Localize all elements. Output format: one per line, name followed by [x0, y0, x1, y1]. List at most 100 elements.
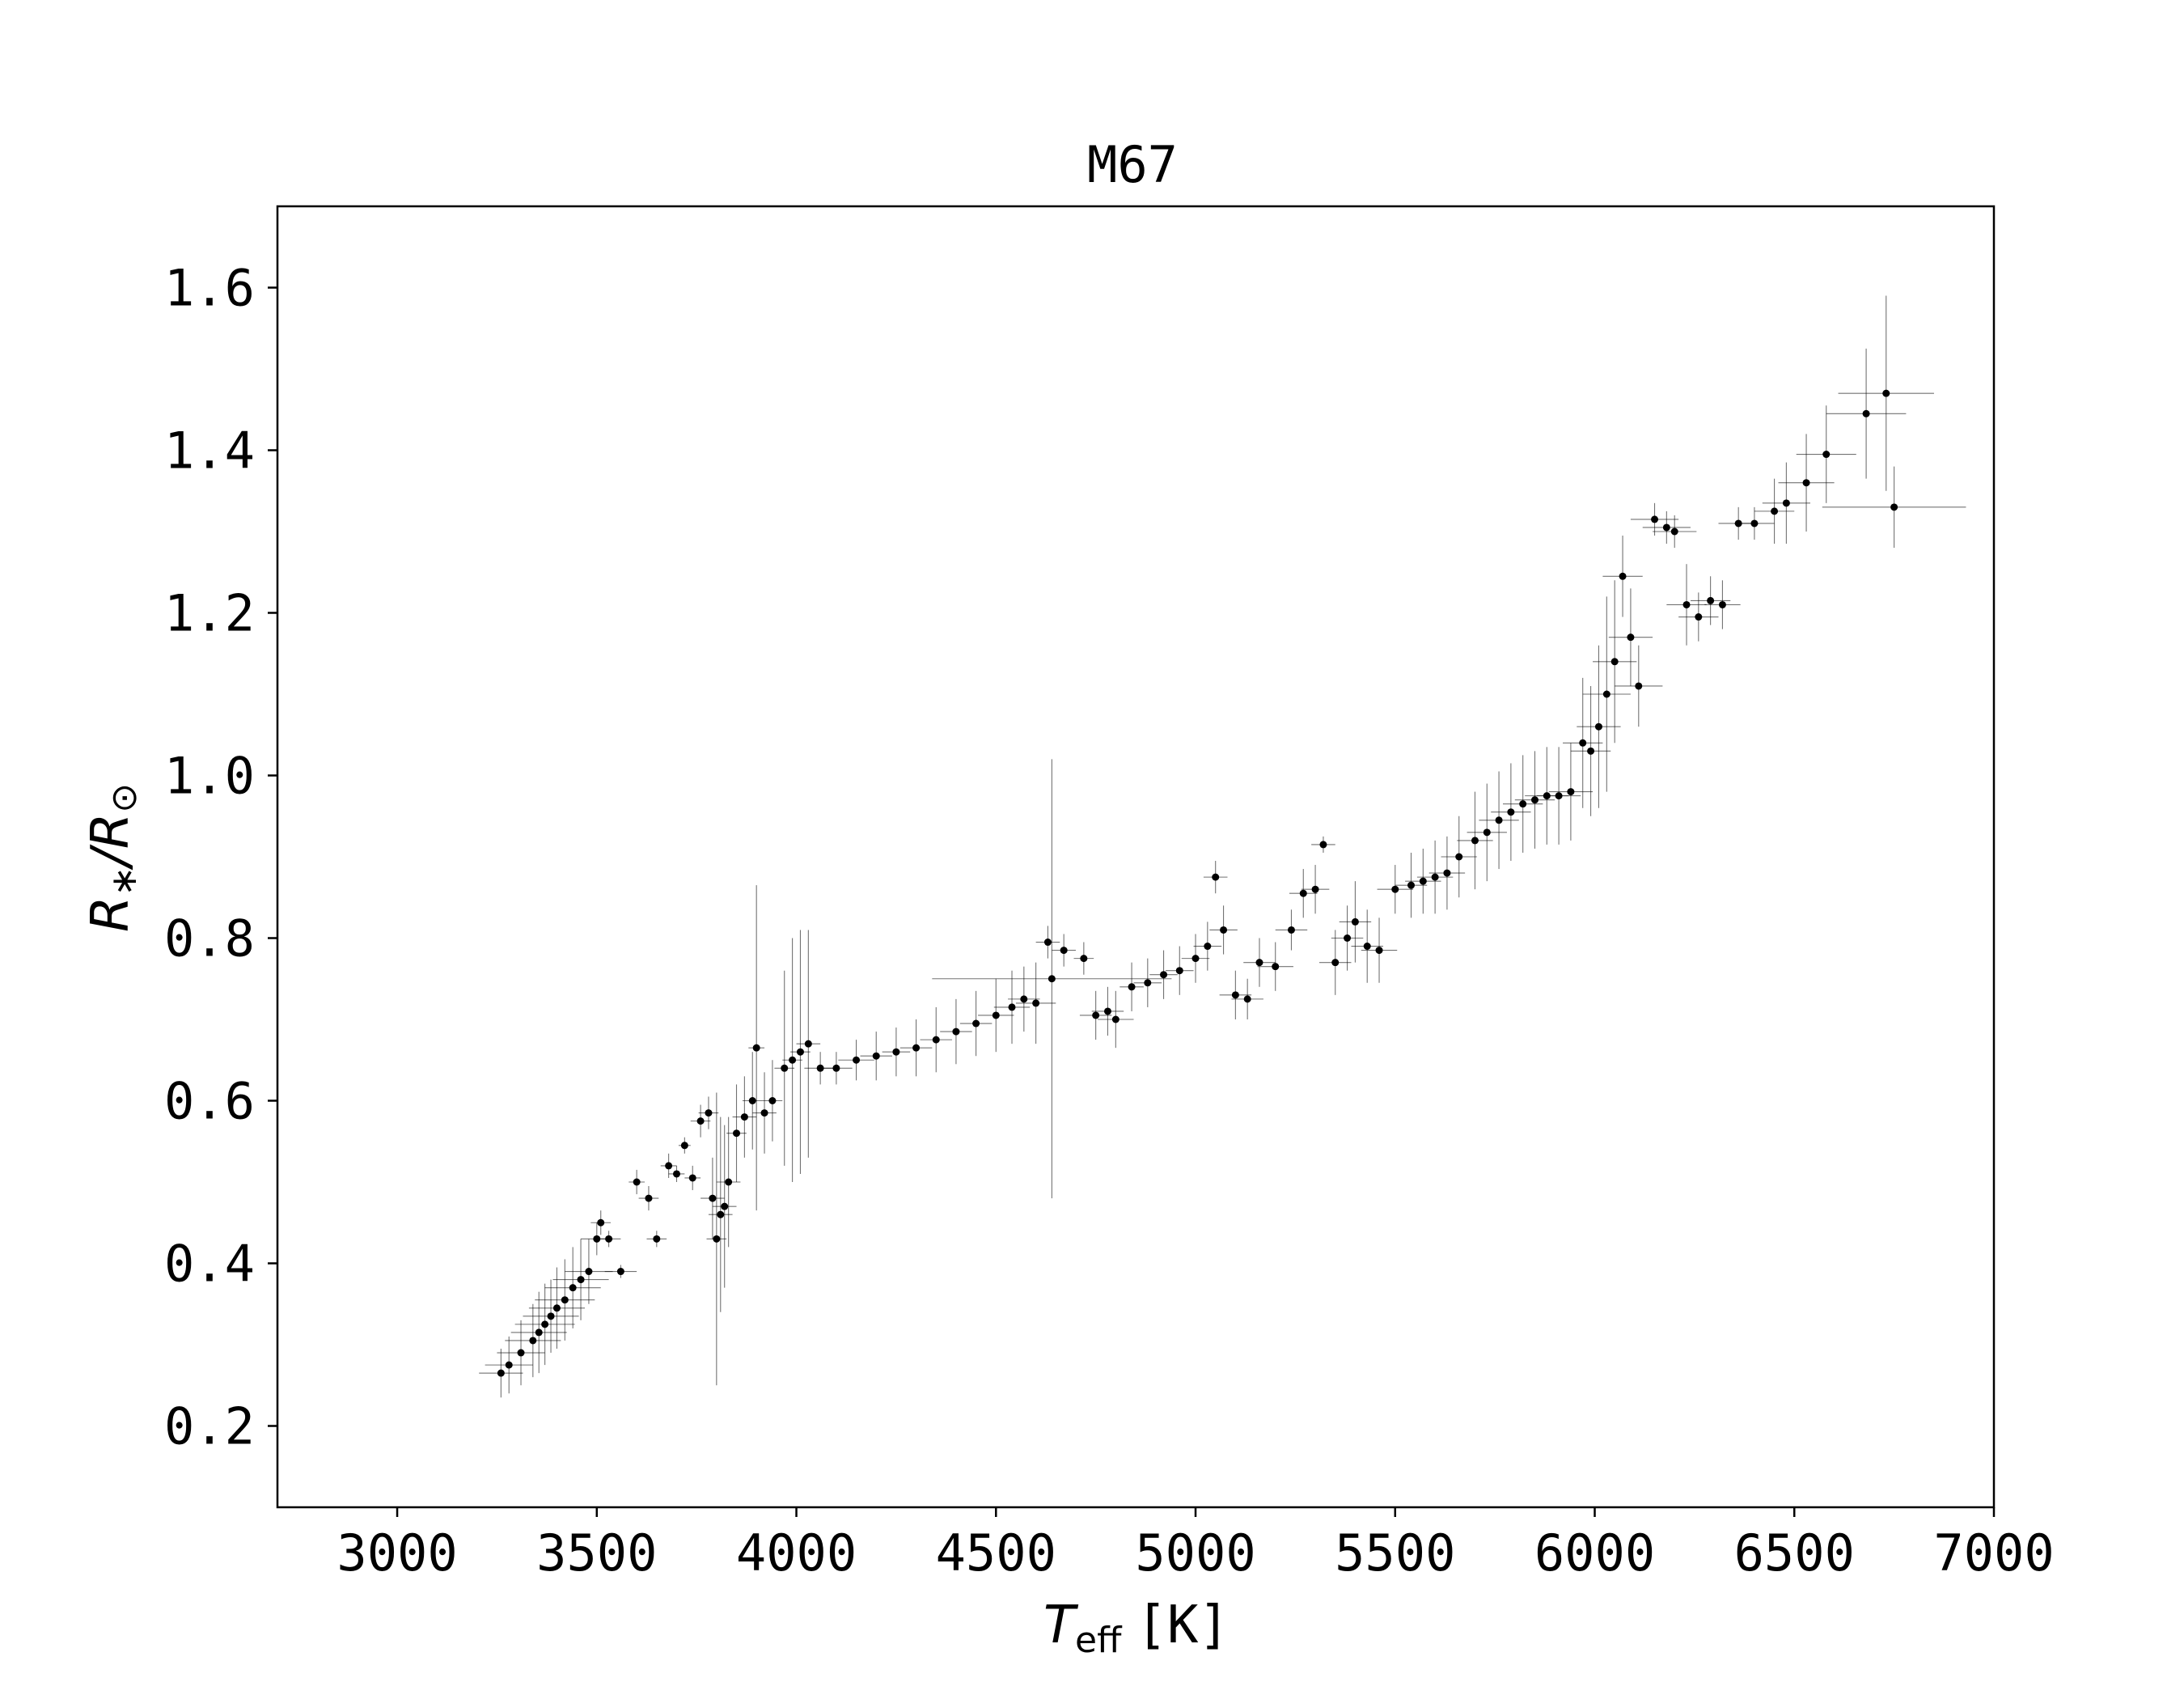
data-point: [684, 1165, 701, 1191]
data-point: [1098, 990, 1134, 1049]
data-point: [552, 1239, 609, 1320]
data-marker: [1882, 389, 1890, 397]
data-point: [1181, 934, 1210, 983]
data-point: [1035, 926, 1060, 959]
y-axis: 0.2 0.4 0.6 0.8 1.0 1.2 1.4 1.6: [164, 259, 277, 1456]
data-point: [1734, 506, 1775, 540]
data-marker: [1175, 967, 1183, 975]
data-point: [1203, 861, 1228, 894]
data-point: [1073, 942, 1094, 975]
data-point: [1243, 938, 1276, 987]
data-marker: [1495, 816, 1503, 824]
data-marker: [1407, 881, 1416, 889]
data-marker: [992, 1011, 1000, 1019]
y-tick-label: 1.4: [164, 422, 255, 481]
data-point: [1582, 596, 1631, 792]
data-marker: [1771, 507, 1779, 515]
data-marker: [892, 1048, 900, 1056]
data-point: [535, 1259, 595, 1341]
data-point: [820, 1052, 853, 1085]
data-point: [1416, 840, 1454, 914]
data-point: [1193, 922, 1222, 971]
data-marker: [713, 1235, 721, 1243]
data-marker: [1635, 682, 1643, 690]
data-point: [678, 1137, 691, 1154]
data-point: [1457, 791, 1493, 890]
data-point: [838, 1040, 874, 1081]
data-marker: [1144, 979, 1152, 987]
data-point: [497, 1320, 545, 1386]
data-marker: [1822, 451, 1831, 459]
y-tick-label: 0.8: [164, 909, 255, 968]
data-point: [1704, 580, 1741, 629]
data-point: [1339, 881, 1372, 963]
data-point: [1690, 576, 1731, 625]
y-tick-label: 0.4: [164, 1235, 255, 1294]
data-marker: [1311, 885, 1319, 893]
data-point: [1593, 580, 1637, 744]
data-marker: [1579, 739, 1587, 747]
data-marker: [1670, 527, 1678, 536]
data-marks: [479, 295, 1966, 1398]
data-point: [1289, 869, 1318, 918]
data-marker: [1802, 479, 1810, 487]
data-point: [629, 1169, 645, 1195]
data-point: [920, 1006, 952, 1073]
data-point: [1467, 783, 1507, 882]
data-marker: [665, 1162, 673, 1170]
data-point: [1563, 677, 1603, 808]
data-point: [1838, 295, 1934, 491]
data-point: [706, 1092, 727, 1386]
data-marker: [748, 1097, 756, 1104]
data-point: [1091, 986, 1124, 1036]
x-tick-label: 5500: [1335, 1523, 1455, 1582]
data-point: [1079, 990, 1112, 1040]
plot-frame: [276, 205, 1996, 1509]
x-tick-label: 5000: [1135, 1523, 1255, 1582]
data-marker: [717, 1210, 725, 1218]
data-marker: [1375, 947, 1383, 955]
x-axis: 3000 3500 4000 4500 5000 5500 6000 6500 7000: [336, 1507, 2055, 1582]
data-point: [1754, 478, 1795, 544]
data-marker: [752, 1044, 760, 1052]
data-marker: [605, 1235, 613, 1243]
data-marker: [705, 1109, 713, 1117]
data-point: [646, 1231, 667, 1248]
data-point: [638, 1186, 659, 1211]
data-point: [1826, 348, 1907, 479]
y-axis-label: R∗/R⊙: [81, 783, 145, 932]
data-marker: [912, 1044, 921, 1052]
data-marker: [1507, 808, 1515, 816]
data-marker: [1682, 600, 1691, 608]
data-point: [1822, 466, 1966, 549]
data-marker: [1419, 877, 1427, 885]
data-marker: [952, 1027, 960, 1036]
data-point: [479, 1349, 523, 1398]
data-marker: [547, 1312, 555, 1320]
data-marker: [1363, 943, 1371, 951]
data-point: [1331, 905, 1364, 971]
data-marker: [1602, 690, 1610, 698]
data-point: [774, 970, 795, 1166]
data-point: [1301, 865, 1330, 914]
data-marker: [561, 1296, 569, 1304]
data-point: [1428, 836, 1466, 910]
data-marker: [1530, 796, 1539, 804]
data-marker: [1020, 995, 1028, 1003]
data-marker: [505, 1361, 513, 1369]
data-marker: [517, 1349, 525, 1357]
data-marker: [1287, 926, 1295, 934]
data-point: [1602, 536, 1643, 617]
data-point: [544, 1247, 601, 1328]
data-point: [1361, 917, 1398, 983]
data-marker: [1890, 503, 1898, 511]
data-marker: [616, 1268, 624, 1276]
data-point: [698, 1096, 719, 1129]
data-marker: [789, 1056, 797, 1064]
data-marker: [1299, 889, 1307, 897]
y-tick-label: 1.6: [164, 259, 255, 318]
data-marker: [1043, 938, 1052, 947]
data-point: [1615, 645, 1663, 727]
x-tick-label: 4500: [936, 1523, 1056, 1582]
data-point: [590, 1210, 612, 1235]
